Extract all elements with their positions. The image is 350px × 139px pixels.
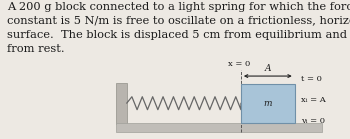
Text: m: m: [264, 99, 272, 108]
Text: A: A: [265, 64, 271, 73]
Text: t = 0: t = 0: [301, 75, 322, 83]
Bar: [116, 83, 127, 124]
Text: xᵢ = A: xᵢ = A: [301, 96, 326, 104]
Text: vᵢ = 0: vᵢ = 0: [301, 117, 326, 125]
Text: x = 0: x = 0: [228, 60, 250, 68]
Text: A 200 g block connected to a light spring for which the force
constant is 5 N/m : A 200 g block connected to a light sprin…: [7, 2, 350, 54]
